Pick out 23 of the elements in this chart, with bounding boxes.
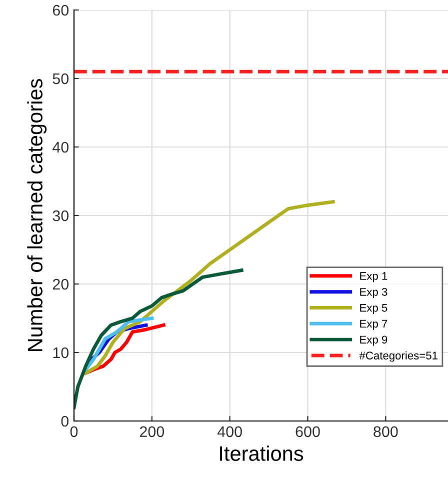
x-tick-label: 800 [374, 426, 398, 438]
line-series [84, 316, 154, 372]
x-tick-label: 0 [70, 426, 78, 438]
x-tick-label: 400 [217, 426, 242, 438]
y-tick-label: 0 [61, 416, 69, 427]
legend-label: Exp 1 [360, 272, 388, 282]
legend-label: Exp 5 [360, 304, 388, 314]
x-tick-label: 600 [296, 426, 320, 438]
legend-label: Exp 3 [360, 288, 388, 298]
legend-label: #Categories=51 [359, 351, 438, 362]
y-tick-label: 10 [53, 347, 69, 358]
x-axis-title: Iterations [220, 446, 304, 461]
y-tick-label: 30 [52, 210, 69, 222]
legend-label: Exp 9 [360, 336, 388, 346]
legend-label: Exp 7 [360, 320, 388, 330]
x-tick-label: 200 [140, 426, 164, 438]
line-series [74, 268, 244, 410]
y-tick-label: 60 [52, 4, 69, 16]
line-series [84, 200, 335, 375]
y-tick-label: 50 [52, 73, 69, 84]
y-tick-label: 20 [52, 278, 69, 290]
y-tick-label: 40 [52, 142, 69, 153]
y-axis-title: Number of learned categories [27, 79, 47, 352]
